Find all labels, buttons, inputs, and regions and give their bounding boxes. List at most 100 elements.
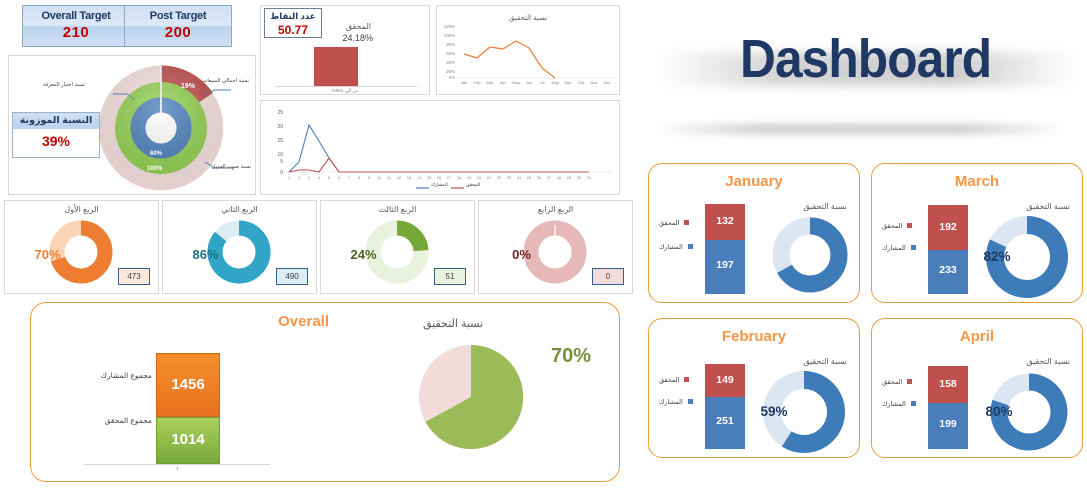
month-card-march[interactable]: March نسبة التحقيق المحقق المشارك 192 23… <box>871 163 1083 303</box>
title-shadow-upper <box>658 52 1078 86</box>
svg-text:20: 20 <box>477 176 481 180</box>
legend-label: مجموع المشارك <box>100 371 152 380</box>
quarter-pct: 70% <box>34 247 61 262</box>
svg-text:0: 0 <box>280 170 283 176</box>
quarter-donut-q4 <box>523 220 587 284</box>
svg-text:18: 18 <box>457 176 461 180</box>
quarter-badge[interactable]: 473 <box>118 268 150 285</box>
month-donut-march <box>986 216 1068 298</box>
svg-text:Apr: Apr <box>500 80 507 85</box>
quarter-card-q1[interactable]: الربع الأول 70% 473 <box>4 200 159 294</box>
svg-text:120%: 120% <box>444 24 455 29</box>
svg-text:26: 26 <box>537 176 541 180</box>
svg-text:15: 15 <box>427 176 431 180</box>
legend-label: المشارك <box>882 401 906 408</box>
month-bar-achieved-label: 132 <box>716 215 734 227</box>
svg-text:20: 20 <box>277 124 283 130</box>
legend-swatch-blue <box>687 399 693 404</box>
month-bar-participated: 251 <box>705 397 745 449</box>
quarter-badge[interactable]: 490 <box>276 268 308 285</box>
svg-text:20%: 20% <box>446 69 455 74</box>
quarter-badge[interactable]: 0 <box>592 268 624 285</box>
svg-text:2: 2 <box>298 176 300 180</box>
overall-bar-bottom-label: 1014 <box>171 431 205 448</box>
svg-text:May: May <box>512 80 520 85</box>
quarter-title: الربع الثالث <box>378 205 417 214</box>
overall-pie-chart <box>419 344 524 449</box>
overall-bar-bottom: 1014 <box>156 417 220 464</box>
svg-text:25: 25 <box>527 176 531 180</box>
svg-text:3: 3 <box>308 176 310 180</box>
quarter-badge[interactable]: 51 <box>434 268 466 285</box>
weighted-percentage-box[interactable]: النسبة الموزونة 39% <box>12 112 100 158</box>
month-legend-participated: المشارك <box>659 243 693 251</box>
quarter-pct: 24% <box>350 247 377 262</box>
quarter-card-q4[interactable]: الربع الرابع 0% 0 <box>478 200 633 294</box>
svg-text:12: 12 <box>397 176 401 180</box>
month-bar-participated-label: 197 <box>716 259 734 271</box>
svg-text:Mar: Mar <box>487 80 495 85</box>
svg-text:Feb: Feb <box>474 80 482 85</box>
kpi-post-target[interactable]: Post Target 200 <box>124 5 232 47</box>
svg-text:10: 10 <box>277 152 283 158</box>
svg-text:8: 8 <box>358 176 360 180</box>
kpi-value: 210 <box>62 24 90 41</box>
yearly-line-title: نسبة التحقيق <box>508 15 548 22</box>
month-title: January <box>725 173 783 190</box>
month-donut-pct: 82% <box>983 249 1011 264</box>
quarter-donut-q1 <box>49 220 113 284</box>
kpi-label: Post Target <box>149 10 207 22</box>
svg-text:Jun: Jun <box>526 80 532 85</box>
quarter-title: الربع الثاني <box>221 205 258 214</box>
legend-label: المشارك <box>659 244 683 251</box>
svg-text:40%: 40% <box>446 60 455 65</box>
month-legend-participated: المشارك <box>882 400 916 408</box>
svg-text:5: 5 <box>280 159 283 165</box>
overall-bar-top: 1456 <box>156 353 220 417</box>
month-bar-achieved: 192 <box>928 205 968 250</box>
points-box[interactable]: عدد النقاط 50.77 <box>264 8 322 38</box>
legend-label: المحقق <box>659 377 680 384</box>
kpi-overall-target[interactable]: Overall Target 210 <box>22 5 130 47</box>
month-bar-participated: 199 <box>928 403 968 449</box>
svg-text:27: 27 <box>547 176 551 180</box>
legend-label: المشارك <box>659 399 683 406</box>
svg-text:9: 9 <box>368 176 370 180</box>
month-bar-participated-label: 251 <box>716 415 734 427</box>
legend-label: مجموع المحقق <box>104 416 152 425</box>
month-bar-achieved-label: 158 <box>939 378 957 390</box>
month-card-april[interactable]: April نسبة التحقيق المحقق المشارك 158 19… <box>871 318 1083 458</box>
month-donut-pct: 80% <box>985 404 1013 419</box>
month-bar-participated-label: 233 <box>939 264 957 276</box>
donut-label-voice: نسبة صوت العميل <box>211 164 251 170</box>
month-title: February <box>721 328 787 345</box>
legend-swatch-blue <box>910 245 916 250</box>
quarter-card-q3[interactable]: الربع الثالث 24% 51 <box>320 200 475 294</box>
quarter-pct: 86% <box>192 247 219 262</box>
overall-pie-title: نسبة التحقيق <box>423 318 484 330</box>
svg-text:17: 17 <box>447 176 451 180</box>
month-legend-achieved: المحقق <box>659 376 690 384</box>
month-card-february[interactable]: February نسبة التحقيق المحقق المشارك 149… <box>648 318 860 458</box>
points-label: عدد النقاط <box>270 11 316 21</box>
svg-text:16: 16 <box>437 176 441 180</box>
overall-title: Overall <box>278 313 329 330</box>
quarter-donut-q2 <box>207 220 271 284</box>
achieved-bar-title: المحقق <box>345 22 371 31</box>
month-bar-participated: 197 <box>705 240 745 294</box>
month-bar-achieved: 132 <box>705 204 745 240</box>
month-bar-participated: 233 <box>928 250 968 294</box>
legend-swatch-red <box>684 377 690 382</box>
month-bar-achieved: 149 <box>705 364 745 397</box>
svg-text:24: 24 <box>517 176 521 180</box>
nested-donut-panel: نسبة اجمالي المبيعات نسبة اختبار المعرفة… <box>8 55 256 195</box>
svg-text:60%: 60% <box>446 51 455 56</box>
month-donut-january <box>772 217 848 293</box>
quarter-card-q2[interactable]: الربع الثاني 86% 490 <box>162 200 317 294</box>
weighted-label: النسبة الموزونة <box>13 113 99 129</box>
points-value: 50.77 <box>277 23 309 37</box>
donut-label-tests: نسبة اختبار المعرفة <box>43 82 85 88</box>
overall-pie-pct: 70% <box>551 345 592 367</box>
month-card-january[interactable]: January نسبة التحقيق المحقق المشارك 132 … <box>648 163 860 303</box>
title-shadow-lower <box>655 123 1065 135</box>
